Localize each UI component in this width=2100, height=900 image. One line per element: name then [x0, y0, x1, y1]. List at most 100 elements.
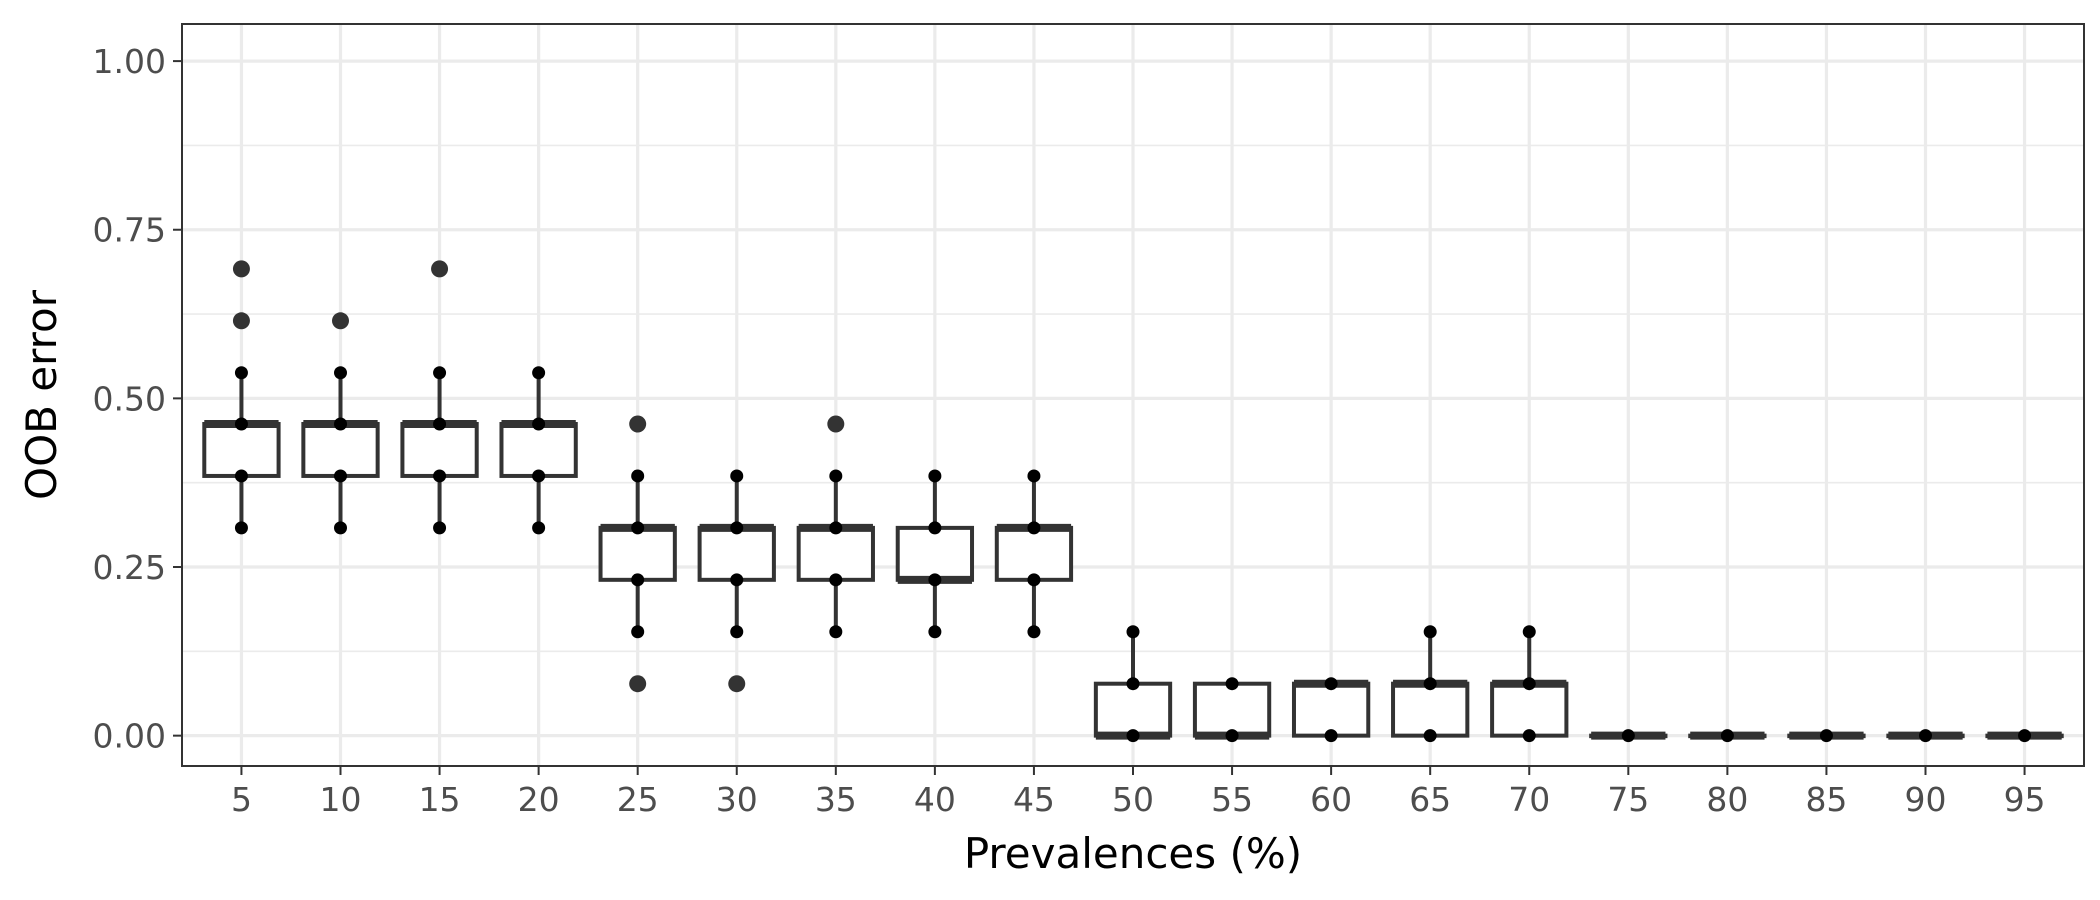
iqr-box [697, 525, 776, 582]
x-tick-label: 95 [2004, 780, 2046, 819]
iqr-box [400, 422, 479, 478]
x-tick-label: 30 [716, 780, 758, 819]
data-point [1126, 729, 1140, 743]
x-tick-label: 70 [1508, 780, 1550, 819]
x-tick-label: 65 [1409, 780, 1451, 819]
x-tick-label: 60 [1310, 780, 1352, 819]
iqr-box [598, 525, 677, 582]
y-tick-label: 0.00 [93, 717, 166, 756]
iqr-box [895, 525, 975, 582]
iqr-box [1093, 681, 1173, 738]
data-point [631, 469, 645, 483]
data-point [928, 625, 942, 639]
x-tick-label: 35 [815, 780, 857, 819]
data-point [433, 469, 447, 483]
data-point [631, 521, 645, 535]
y-tick-label: 0.25 [93, 548, 166, 587]
x-tick-label: 40 [914, 780, 956, 819]
data-point [631, 625, 645, 639]
data-point [829, 469, 843, 483]
axis-layer: 0.00 0.25 0.50 0.75 1.00 5 10 15 20 25 30 35 40 45 50 5… [93, 42, 2046, 819]
data-point [1522, 677, 1536, 691]
data-point [1126, 625, 1140, 639]
x-tick-label: 80 [1706, 780, 1748, 819]
data-point [928, 469, 942, 483]
x-tick-label: 75 [1607, 780, 1649, 819]
outlier-point [232, 312, 250, 330]
outlier-point [232, 260, 250, 278]
iqr-box [1391, 681, 1470, 738]
data-point [730, 521, 744, 535]
data-point [730, 469, 744, 483]
data-point [234, 366, 248, 380]
data-point [2018, 729, 2032, 743]
outlier-point [431, 260, 449, 278]
data-point [1324, 677, 1338, 691]
x-tick-label: 25 [617, 780, 659, 819]
y-axis-title: OOB error [17, 289, 66, 500]
data-point [1027, 521, 1041, 535]
data-point [1126, 677, 1140, 691]
outlier-point [728, 675, 746, 693]
x-tick-label: 85 [1805, 780, 1847, 819]
data-point [1621, 729, 1635, 743]
data-point [1423, 729, 1437, 743]
data-point [1720, 729, 1734, 743]
iqr-box [1490, 681, 1569, 738]
x-tick-label: 50 [1112, 780, 1154, 819]
data-point [1027, 469, 1041, 483]
data-point [234, 417, 248, 431]
data-point [1225, 729, 1239, 743]
data-point [433, 366, 447, 380]
x-tick-label: 90 [1905, 780, 1947, 819]
data-point [532, 521, 546, 535]
data-point [334, 366, 347, 380]
x-tick-label: 45 [1013, 780, 1055, 819]
x-tick-label: 5 [231, 780, 252, 819]
data-point [334, 521, 347, 535]
data-point [234, 521, 248, 535]
iqr-box [796, 525, 875, 582]
outlier-point [332, 312, 349, 330]
data-point [829, 625, 843, 639]
data-point [829, 521, 843, 535]
x-tick-label: 15 [419, 780, 461, 819]
data-point [433, 521, 447, 535]
x-tick-label: 55 [1211, 780, 1253, 819]
data-point [1819, 729, 1833, 743]
data-point [1522, 729, 1536, 743]
iqr-box [1192, 681, 1272, 738]
data-point [1423, 677, 1437, 691]
data-point [334, 417, 347, 431]
data-point [730, 625, 744, 639]
y-tick-label: 0.75 [93, 211, 166, 250]
data-point [532, 366, 546, 380]
x-tick-label: 20 [518, 780, 560, 819]
data-point [631, 573, 645, 587]
outlier-point [827, 415, 845, 433]
data-point [1522, 625, 1536, 639]
point-layer [232, 260, 2032, 743]
data-point [1027, 625, 1041, 639]
iqr-box [301, 422, 380, 478]
data-point [234, 469, 248, 483]
data-point [829, 573, 843, 587]
outlier-point [629, 415, 647, 433]
x-tick-label: 10 [320, 780, 362, 819]
data-point [334, 469, 347, 483]
data-point [1919, 729, 1932, 743]
data-point [928, 573, 942, 587]
data-point [1324, 729, 1338, 743]
iqr-box [202, 422, 281, 478]
data-point [1423, 625, 1437, 639]
outlier-point [629, 675, 647, 693]
iqr-box [994, 525, 1074, 582]
x-axis-title: Prevalences (%) [964, 829, 1302, 878]
iqr-box [1291, 681, 1371, 738]
y-tick-label: 1.00 [93, 42, 166, 81]
iqr-box [499, 422, 578, 478]
data-point [1225, 677, 1239, 691]
data-point [730, 573, 744, 587]
data-point [1027, 573, 1041, 587]
